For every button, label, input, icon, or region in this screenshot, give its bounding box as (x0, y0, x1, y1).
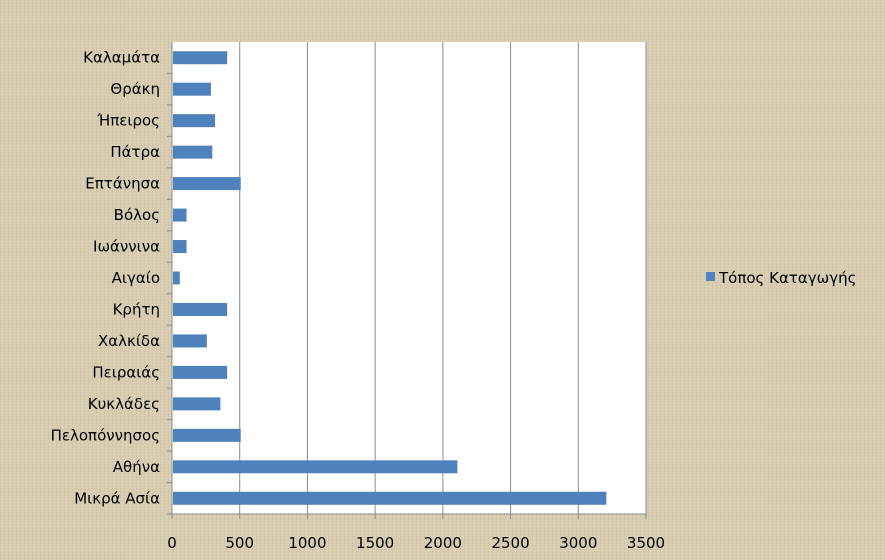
bar (173, 51, 228, 65)
bar (173, 334, 207, 348)
gridlines (167, 42, 647, 519)
category-label: Χαλκίδα (98, 332, 160, 350)
category-label: Πειραιάς (92, 363, 160, 381)
axes (171, 42, 646, 515)
category-label: Πελοπόννησος (51, 426, 160, 444)
x-tick-label: 2000 (424, 534, 462, 552)
category-label: Ιωάννινα (93, 238, 160, 256)
legend: Τόπος Καταγωγής (706, 269, 856, 287)
legend-label: Τόπος Καταγωγής (718, 269, 856, 287)
bar (173, 114, 215, 128)
bar (173, 271, 180, 285)
category-label: Ήπειρος (96, 112, 160, 130)
x-tick-label: 3500 (627, 534, 665, 552)
category-label: Αιγαίο (112, 269, 160, 287)
plot-area (172, 42, 646, 514)
bar (173, 82, 211, 96)
x-tick-label: 1500 (356, 534, 394, 552)
category-label: Καλαμάτα (83, 49, 160, 67)
bars (173, 51, 607, 505)
category-label: Βόλος (114, 206, 160, 224)
category-label: Κρήτη (113, 300, 160, 318)
plot-background (172, 42, 646, 514)
category-labels: Μικρά Ασία Αθήνα Πελοπόννησος Κυκλάδες Πειρα… (51, 49, 161, 508)
bar (173, 177, 241, 191)
x-tick-label: 0 (167, 534, 177, 552)
tick-labels: 0 500 1000 1500 2000 2500 3000 3500 (167, 534, 665, 552)
category-label: Κυκλάδες (88, 395, 160, 413)
bar (173, 302, 228, 316)
bar (173, 428, 241, 442)
bar (173, 460, 458, 474)
x-tick-label: 1000 (288, 534, 326, 552)
category-label: Αθήνα (113, 458, 160, 476)
bar (173, 365, 228, 379)
x-tick-label: 3000 (559, 534, 597, 552)
bar (173, 208, 187, 222)
bar (173, 491, 607, 505)
legend-swatch (706, 272, 715, 281)
category-label: Μικρά Ασία (74, 489, 160, 507)
category-label: Θράκη (110, 80, 160, 98)
bar (173, 397, 221, 411)
bar (173, 145, 213, 159)
bar (173, 240, 187, 254)
category-label: Επτάνησα (85, 175, 160, 193)
x-tick-label: 2500 (491, 534, 529, 552)
category-label: Πάτρα (110, 143, 160, 161)
x-tick-label: 500 (225, 534, 254, 552)
